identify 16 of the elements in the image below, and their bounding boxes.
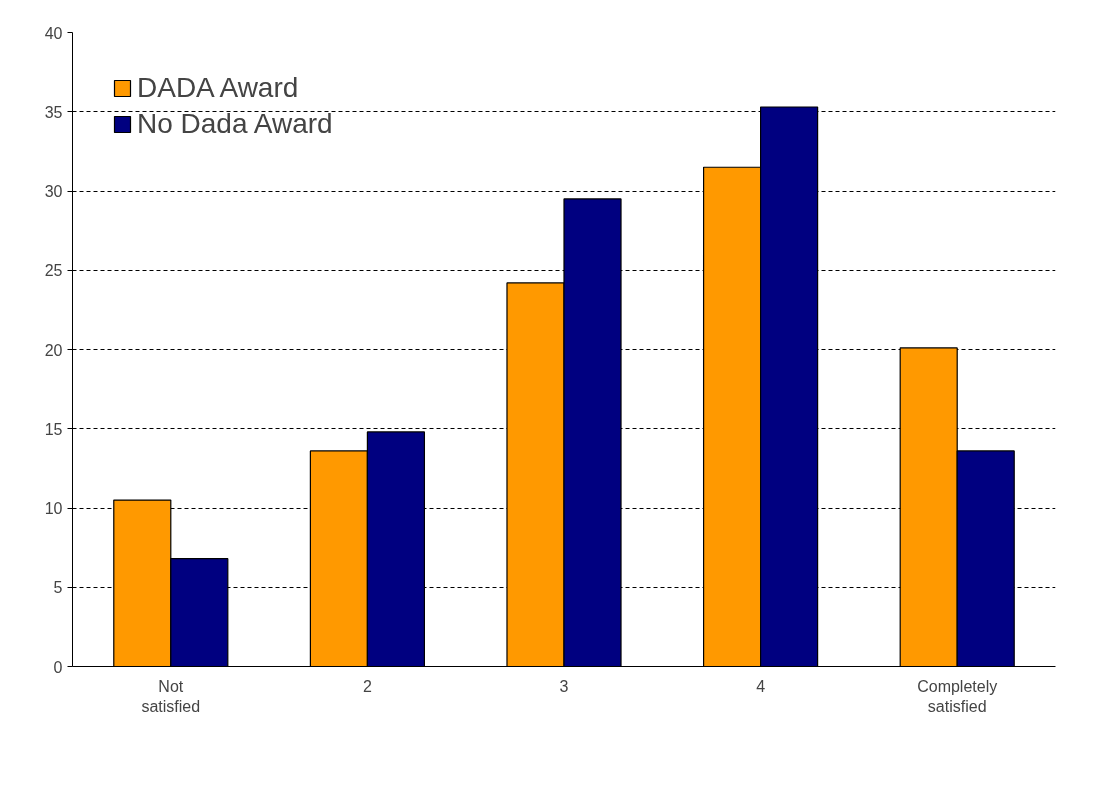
x-tick-label: Not satisfied [141,677,201,715]
y-tick-label: 25 [44,262,63,280]
y-tick-label: 35 [44,103,63,121]
y-tick-label: 30 [44,183,63,200]
y-tick-label: 20 [44,341,63,359]
y-tick-label: 15 [44,420,63,438]
x-tick-label: 4 [756,677,766,695]
y-tick-label: 10 [44,500,63,517]
x-tick-label: 3 [559,677,569,695]
legend-label: DADA Award [137,72,299,104]
x-tick-label: 2 [362,677,372,695]
legend-label: No Dada Award [137,108,333,140]
x-tick-label: Completely satisfied [917,677,998,715]
y-tick-label: 5 [53,579,63,597]
y-tick-label: 0 [53,658,63,676]
y-tick-label: 40 [44,24,63,42]
